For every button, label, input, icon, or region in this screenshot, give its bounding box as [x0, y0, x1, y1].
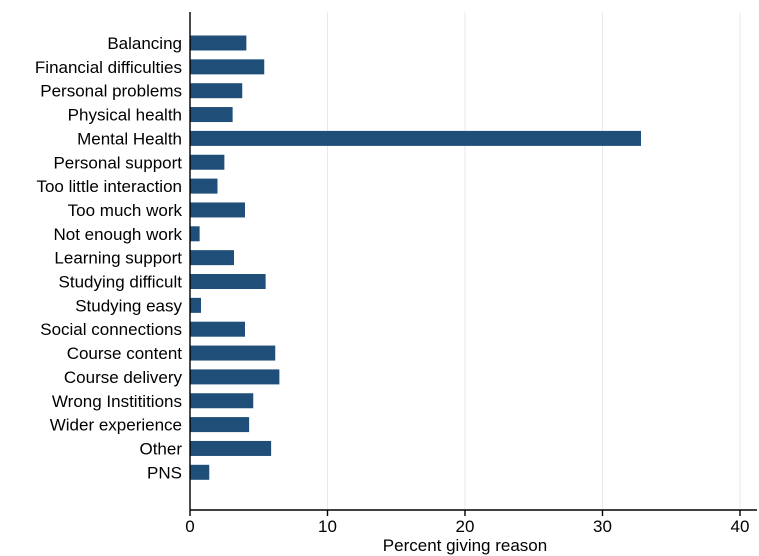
category-label: Wider experience — [50, 416, 182, 435]
bars — [190, 35, 641, 480]
bar — [190, 130, 641, 146]
category-label: Course delivery — [64, 368, 183, 387]
category-label: PNS — [147, 463, 182, 482]
category-label: Studying easy — [75, 296, 182, 315]
bar — [190, 393, 254, 409]
bar — [190, 202, 245, 218]
x-tick-label: 30 — [593, 517, 612, 536]
category-label: Wrong Instititions — [52, 392, 182, 411]
category-label: Too little interaction — [36, 177, 182, 196]
bar — [190, 35, 247, 51]
category-label: Course content — [67, 344, 183, 363]
bar — [190, 440, 272, 456]
bar — [190, 297, 201, 313]
category-label: Not enough work — [53, 225, 182, 244]
category-label: Mental Health — [77, 129, 182, 148]
bar — [190, 369, 280, 385]
bar — [190, 274, 266, 289]
category-label: Personal problems — [40, 82, 182, 101]
category-label: Social connections — [40, 320, 182, 339]
category-label: Learning support — [54, 249, 182, 268]
category-label: Balancing — [107, 34, 182, 53]
grid-lines — [327, 12, 741, 510]
category-labels: Balancing Financial difficulties Personal … — [35, 34, 183, 482]
bar — [190, 321, 245, 337]
bar — [190, 154, 225, 170]
bar — [190, 464, 210, 480]
bar — [190, 345, 276, 361]
category-label: Physical health — [68, 106, 182, 125]
bar — [190, 107, 233, 123]
x-axis-title: Percent giving reason — [383, 536, 547, 555]
x-tick-label: 40 — [731, 517, 750, 536]
x-axis-ticks: 0 10 20 30 40 — [185, 510, 749, 536]
category-label: Too much work — [68, 201, 183, 220]
x-tick-label: 10 — [318, 517, 337, 536]
bar — [190, 59, 265, 75]
category-label: Other — [139, 439, 182, 458]
category-label: Personal support — [53, 153, 182, 172]
x-tick-label: 20 — [456, 517, 475, 536]
bar — [190, 178, 218, 194]
bar — [190, 417, 250, 433]
category-label: Financial difficulties — [35, 58, 182, 77]
bar — [190, 226, 200, 242]
bar — [190, 250, 234, 266]
category-label: Studying difficult — [59, 273, 183, 292]
bar — [190, 83, 243, 99]
x-tick-label: 0 — [185, 517, 194, 536]
